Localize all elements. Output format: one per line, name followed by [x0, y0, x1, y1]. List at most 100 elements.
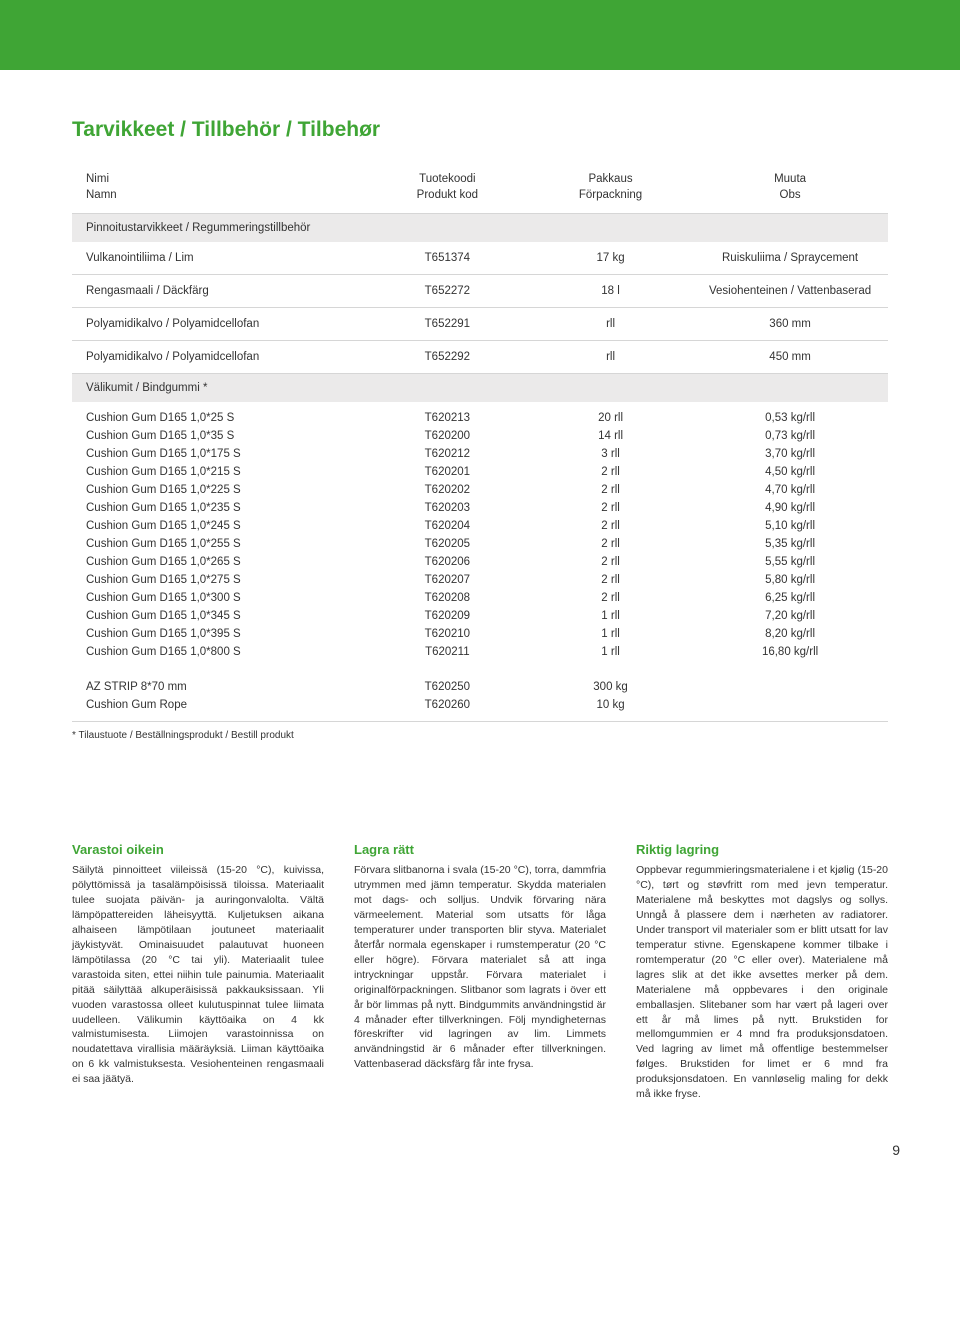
storage-col-sv: Lagra rätt Förvara slitbanorna i svala (… [354, 841, 606, 1102]
cell-code: T620212 [366, 445, 529, 463]
cell-pack: 2 rll [529, 499, 692, 517]
cell-code: T620211 [366, 643, 529, 661]
table-row: Cushion Gum D165 1,0*265 ST6202062 rll5,… [72, 553, 888, 571]
storage-col-no: Riktig lagring Oppbevar regummieringsmat… [636, 841, 888, 1102]
page-number: 9 [0, 1142, 960, 1182]
table-footnote: * Tilaustuote / Beställningsprodukt / Be… [72, 730, 888, 741]
cell-other [692, 671, 888, 696]
table-row: AZ STRIP 8*70 mmT620250300 kg [72, 671, 888, 696]
cell-other: 4,70 kg/rll [692, 481, 888, 499]
cell-pack: 18 l [529, 275, 692, 308]
storage-heading-fi: Varastoi oikein [72, 841, 324, 859]
table-row: Cushion Gum D165 1,0*800 ST6202111 rll16… [72, 643, 888, 661]
cell-name: Rengasmaali / Däckfärg [72, 275, 366, 308]
table-row: Cushion Gum D165 1,0*225 ST6202022 rll4,… [72, 481, 888, 499]
cell-code: T652291 [366, 308, 529, 341]
top-green-bar [0, 0, 960, 70]
cell-name: Cushion Gum D165 1,0*235 S [72, 499, 366, 517]
storage-col-fi: Varastoi oikein Säilytä pinnoitteet viil… [72, 841, 324, 1102]
cell-name: Cushion Gum D165 1,0*395 S [72, 625, 366, 643]
cell-other: 5,80 kg/rll [692, 571, 888, 589]
cell-other: Ruiskuliima / Spraycement [692, 242, 888, 275]
table-row: Cushion Gum D165 1,0*300 ST6202082 rll6,… [72, 589, 888, 607]
table-row: Cushion Gum D165 1,0*175 ST6202123 rll3,… [72, 445, 888, 463]
table-row: Cushion Gum D165 1,0*275 ST6202072 rll5,… [72, 571, 888, 589]
table-row: Vulkanointiliima / LimT65137417 kgRuisku… [72, 242, 888, 275]
cell-code: T620208 [366, 589, 529, 607]
table-row: Cushion Gum RopeT62026010 kg [72, 696, 888, 722]
cell-code: T651374 [366, 242, 529, 275]
table-row: Rengasmaali / DäckfärgT65227218 lVesiohe… [72, 275, 888, 308]
cell-name: Cushion Gum D165 1,0*25 S [72, 402, 366, 427]
storage-columns: Varastoi oikein Säilytä pinnoitteet viil… [72, 841, 888, 1102]
cell-code: T620206 [366, 553, 529, 571]
table-header-row: Nimi Namn Tuotekoodi Produkt kod Pakkaus… [72, 162, 888, 214]
cell-code: T620250 [366, 671, 529, 696]
table-row: Cushion Gum D165 1,0*35 ST62020014 rll0,… [72, 427, 888, 445]
cell-code: T620200 [366, 427, 529, 445]
cell-other: 6,25 kg/rll [692, 589, 888, 607]
cell-pack: 1 rll [529, 643, 692, 661]
cell-other: 5,55 kg/rll [692, 553, 888, 571]
cell-name: Cushion Gum D165 1,0*225 S [72, 481, 366, 499]
table-row: Cushion Gum D165 1,0*255 ST6202052 rll5,… [72, 535, 888, 553]
table-section-cell: Välikumit / Bindgummi * [72, 374, 888, 403]
th-name: Nimi Namn [72, 162, 366, 214]
storage-body-sv: Förvara slitbanorna i svala (15-20 °C), … [354, 863, 606, 1072]
table-row: Cushion Gum D165 1,0*395 ST6202101 rll8,… [72, 625, 888, 643]
cell-pack: 1 rll [529, 625, 692, 643]
cell-code: T620202 [366, 481, 529, 499]
cell-pack: 2 rll [529, 463, 692, 481]
table-body: Pinnoitustarvikkeet / Regummeringstillbe… [72, 214, 888, 722]
cell-pack: 3 rll [529, 445, 692, 463]
cell-name: Cushion Gum D165 1,0*245 S [72, 517, 366, 535]
cell-pack: 2 rll [529, 589, 692, 607]
th-pack-l2: Förpackning [579, 189, 642, 201]
cell-other: 450 mm [692, 341, 888, 374]
cell-name: Cushion Gum D165 1,0*345 S [72, 607, 366, 625]
cell-pack: 2 rll [529, 571, 692, 589]
th-code-l2: Produkt kod [417, 189, 478, 201]
th-name-l2: Namn [86, 189, 117, 201]
cell-pack: 10 kg [529, 696, 692, 722]
cell-pack: 2 rll [529, 517, 692, 535]
cell-code: T652292 [366, 341, 529, 374]
cell-name: Cushion Gum D165 1,0*215 S [72, 463, 366, 481]
cell-code: T620205 [366, 535, 529, 553]
cell-code: T620209 [366, 607, 529, 625]
th-other-l2: Obs [780, 189, 801, 201]
th-name-l1: Nimi [86, 173, 109, 185]
table-row: Cushion Gum D165 1,0*345 ST6202091 rll7,… [72, 607, 888, 625]
table-row: Polyamidikalvo / PolyamidcellofanT652292… [72, 341, 888, 374]
cell-name: Polyamidikalvo / Polyamidcellofan [72, 308, 366, 341]
table-section-row: Välikumit / Bindgummi * [72, 374, 888, 403]
cell-other: 7,20 kg/rll [692, 607, 888, 625]
cell-code: T652272 [366, 275, 529, 308]
th-other-l1: Muuta [774, 173, 806, 185]
cell-name: Cushion Gum D165 1,0*175 S [72, 445, 366, 463]
cell-other: 4,50 kg/rll [692, 463, 888, 481]
cell-pack: 14 rll [529, 427, 692, 445]
table-row: Cushion Gum D165 1,0*245 ST6202042 rll5,… [72, 517, 888, 535]
cell-pack: 300 kg [529, 671, 692, 696]
storage-heading-no: Riktig lagring [636, 841, 888, 859]
cell-code: T620203 [366, 499, 529, 517]
storage-body-no: Oppbevar regummieringsmaterialene i et k… [636, 863, 888, 1102]
cell-other: 16,80 kg/rll [692, 643, 888, 661]
cell-pack: rll [529, 341, 692, 374]
cell-code: T620207 [366, 571, 529, 589]
cell-pack: 2 rll [529, 481, 692, 499]
cell-pack: 20 rll [529, 402, 692, 427]
cell-other: 0,73 kg/rll [692, 427, 888, 445]
cell-pack: 17 kg [529, 242, 692, 275]
cell-code: T620201 [366, 463, 529, 481]
cell-other: 8,20 kg/rll [692, 625, 888, 643]
table-row: Polyamidikalvo / PolyamidcellofanT652291… [72, 308, 888, 341]
cell-other: 5,35 kg/rll [692, 535, 888, 553]
cell-name: Polyamidikalvo / Polyamidcellofan [72, 341, 366, 374]
th-code-l1: Tuotekoodi [419, 173, 475, 185]
cell-other [692, 696, 888, 722]
cell-other: 360 mm [692, 308, 888, 341]
cell-name: Cushion Gum D165 1,0*255 S [72, 535, 366, 553]
page-title: Tarvikkeet / Tillbehör / Tilbehør [72, 118, 888, 142]
